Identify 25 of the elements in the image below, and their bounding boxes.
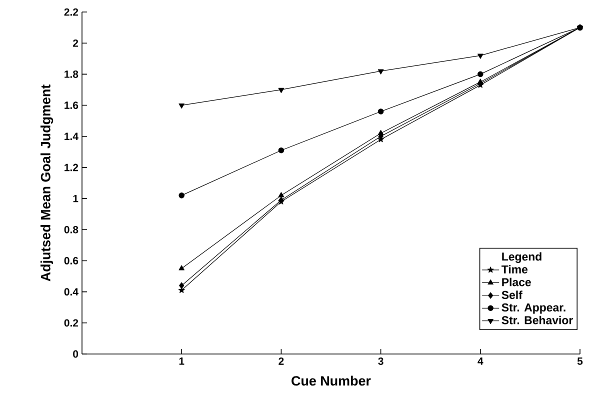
legend-label: Time xyxy=(502,265,528,274)
legend-label: Str. Appear. xyxy=(502,303,566,314)
y-tick-label: 1.6 xyxy=(64,102,78,109)
legend-title: Legend xyxy=(502,252,542,263)
x-tick-label: 3 xyxy=(378,358,384,365)
x-tick-label: 4 xyxy=(478,358,484,365)
y-axis-title: Adjutsed Mean Goal Judgment xyxy=(40,84,54,282)
legend-label: Self xyxy=(502,290,522,300)
x-axis-title: Cue Number xyxy=(292,376,371,386)
y-tick-label: 2.2 xyxy=(64,8,78,16)
y-tick-label: 0.8 xyxy=(64,226,78,234)
legend-label: Str. Behavior xyxy=(502,316,573,324)
y-tick-label: 0 xyxy=(73,350,78,358)
y-tick-label: 1 xyxy=(73,194,78,202)
legend-label: Place xyxy=(502,278,531,286)
x-tick-label: 1 xyxy=(179,358,184,365)
y-tick-label: 1.2 xyxy=(64,164,78,172)
x-tick-label: 2 xyxy=(278,358,284,365)
y-tick-label: 2 xyxy=(73,39,78,47)
y-tick-label: 0.4 xyxy=(64,288,78,296)
x-tick-label: 5 xyxy=(577,358,583,365)
y-tick-label: 1.8 xyxy=(64,70,78,78)
y-tick-label: 0.6 xyxy=(64,257,78,264)
y-tick-label: 0.2 xyxy=(64,319,78,327)
y-tick-label: 1.4 xyxy=(64,132,78,140)
